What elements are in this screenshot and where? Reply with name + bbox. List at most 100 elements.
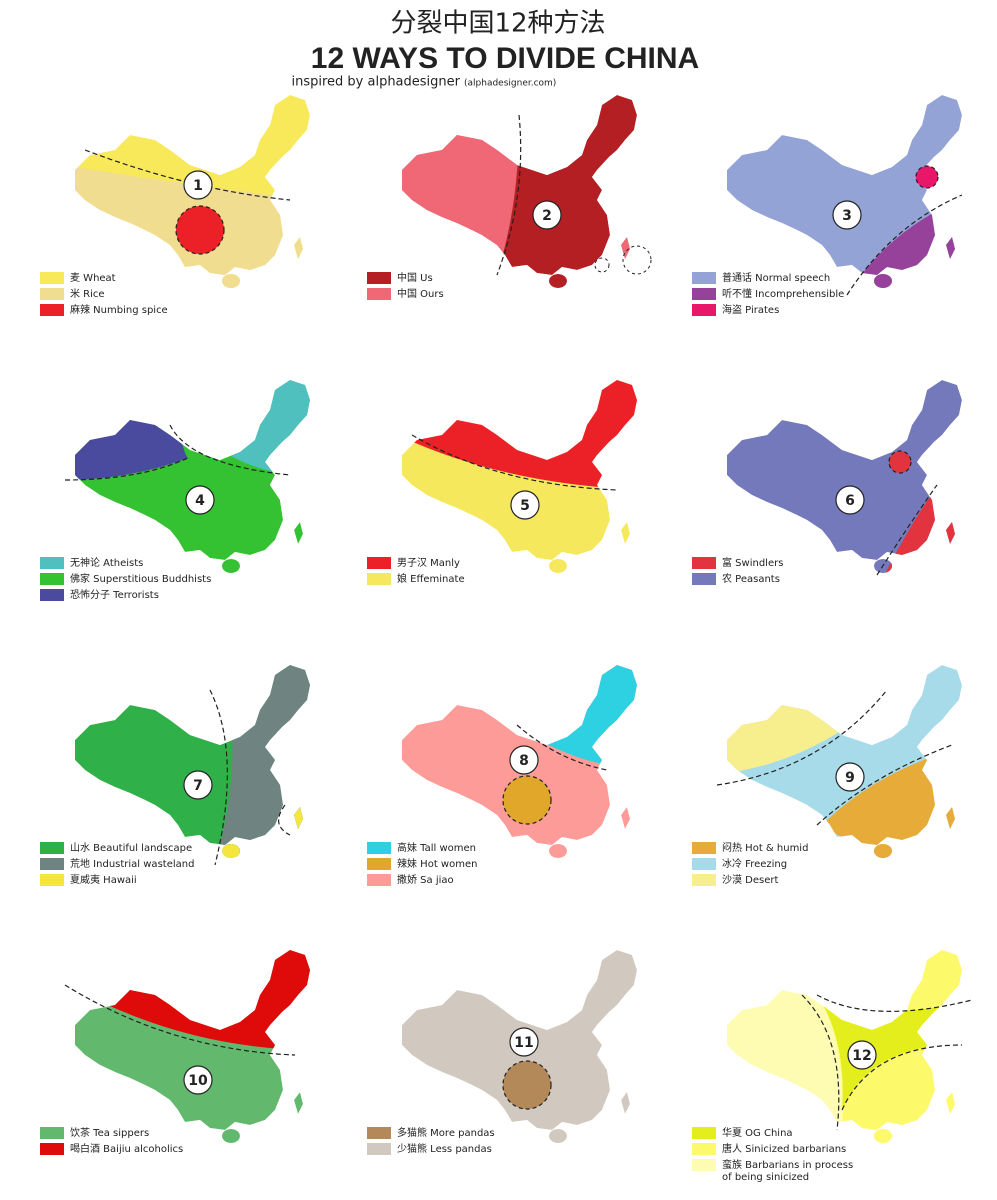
panel: 12 华夏 OG China 唐人 Sinicized barbarians 蛮族 B… bbox=[692, 950, 973, 1183]
subtitle-small: (alphadesigner.com) bbox=[464, 79, 556, 89]
divider bbox=[841, 1044, 963, 1111]
legend-swatch bbox=[692, 1143, 716, 1155]
legend-swatch bbox=[40, 842, 64, 854]
legend-label: 撒娇 Sa jiao bbox=[397, 873, 454, 886]
legend-swatch bbox=[40, 1127, 64, 1139]
panel: 3 普通话 Normal speech 听不懂 Incomprehensible 海盗… bbox=[692, 95, 963, 316]
legend-label: 中国 Us bbox=[397, 271, 433, 284]
legend-label: 富 Swindlers bbox=[722, 556, 783, 569]
legend-swatch bbox=[367, 557, 391, 569]
legend-swatch bbox=[692, 842, 716, 854]
panel: 8 高妹 Tall women 辣妹 Hot women 撒娇 Sa jiao bbox=[367, 665, 637, 886]
panel: 11 多猫熊 More pandas 少猫熊 Less pandas bbox=[367, 950, 637, 1155]
legend-label: 少猫熊 Less pandas bbox=[397, 1142, 492, 1155]
legend-label: 夏威夷 Hawaii bbox=[70, 873, 137, 886]
legend-swatch bbox=[367, 1127, 391, 1139]
badge bbox=[532, 200, 562, 230]
badge-number: 4 bbox=[195, 493, 205, 509]
legend-swatch bbox=[367, 1143, 391, 1155]
badge-number: 9 bbox=[845, 770, 855, 786]
legend-swatch bbox=[692, 874, 716, 886]
badge-number: 7 bbox=[193, 778, 203, 794]
badge-number: 2 bbox=[542, 208, 552, 224]
panel: 4 无神论 Atheists 佛家 Superstitious Buddhists 恐… bbox=[40, 380, 310, 601]
panel: 7 山水 Beautiful landscape 荒地 Industrial was… bbox=[40, 665, 310, 886]
panel: 6 富 Swindlers 农 Peasants bbox=[692, 380, 962, 585]
legend-swatch bbox=[692, 573, 716, 585]
badge bbox=[509, 1027, 539, 1057]
legend-label: 农 Peasants bbox=[722, 572, 780, 585]
legend-label: 米 Rice bbox=[70, 287, 105, 300]
map-region bbox=[75, 165, 310, 288]
divider bbox=[816, 994, 973, 1012]
legend-swatch bbox=[40, 272, 64, 284]
badge bbox=[185, 485, 215, 515]
legend-swatch bbox=[367, 874, 391, 886]
divider bbox=[816, 744, 953, 826]
badge-number: 6 bbox=[845, 493, 855, 509]
divider bbox=[169, 424, 291, 476]
map bbox=[75, 380, 310, 573]
map-region bbox=[294, 807, 303, 829]
divider bbox=[876, 484, 938, 576]
legend-label: 山水 Beautiful landscape bbox=[70, 842, 192, 854]
legend-swatch bbox=[40, 1143, 64, 1155]
panel: 10 饮茶 Tea sippers 喝白酒 Baijiu alcoholics bbox=[40, 950, 310, 1155]
legend-label: 恐怖分子 Terrorists bbox=[70, 588, 159, 601]
legend-swatch bbox=[367, 842, 391, 854]
badge-number: 3 bbox=[842, 208, 852, 224]
legend-swatch bbox=[692, 304, 716, 316]
map-region bbox=[402, 95, 519, 288]
map-region bbox=[220, 665, 310, 858]
badge bbox=[835, 485, 865, 515]
panel: 9 闷热 Hot & humid 冰冷 Freezing 沙漠 Desert bbox=[692, 665, 962, 886]
legend-swatch bbox=[692, 1127, 716, 1139]
region-circle bbox=[502, 1060, 552, 1110]
legend-label: 无神论 Atheists bbox=[70, 556, 143, 569]
badge-number: 8 bbox=[519, 753, 529, 769]
map bbox=[402, 95, 637, 288]
legend-swatch bbox=[40, 557, 64, 569]
legend-label: 闷热 Hot & humid bbox=[722, 841, 808, 854]
legend-label: 普通话 Normal speech bbox=[722, 271, 830, 284]
subtitle: inspired by alphadesigner bbox=[291, 75, 460, 90]
legend-swatch bbox=[367, 288, 391, 300]
panel: 2 中国 Us 中国 Ours bbox=[367, 95, 652, 300]
map-base bbox=[727, 95, 962, 288]
legend-label: 沙漠 Desert bbox=[722, 874, 779, 886]
divider bbox=[846, 194, 963, 296]
divider bbox=[64, 457, 189, 481]
divider bbox=[278, 804, 291, 836]
legend-swatch bbox=[367, 858, 391, 870]
badge-number: 1 bbox=[193, 178, 203, 194]
map-base bbox=[727, 380, 962, 573]
legend-label: 蛮族 Barbarians in process bbox=[722, 1158, 853, 1171]
region-circle bbox=[915, 165, 939, 189]
badge bbox=[832, 200, 862, 230]
legend-label: 冰冷 Freezing bbox=[722, 857, 787, 870]
map bbox=[402, 380, 637, 573]
badge-number: 5 bbox=[520, 498, 530, 514]
badge bbox=[183, 770, 213, 800]
region-circle bbox=[888, 450, 912, 474]
region-circle bbox=[502, 775, 552, 825]
legend-label: 麦 Wheat bbox=[70, 272, 116, 284]
divider bbox=[64, 984, 296, 1056]
legend-label: 辣妹 Hot women bbox=[397, 857, 477, 870]
title: 12 WAYS TO DIVIDE CHINA bbox=[311, 42, 699, 75]
divider bbox=[716, 689, 888, 786]
legend-label: 海盗 Pirates bbox=[722, 303, 779, 316]
legend-swatch bbox=[40, 304, 64, 316]
legend-swatch bbox=[40, 288, 64, 300]
legend-label: 佛家 Superstitious Buddhists bbox=[70, 572, 211, 585]
legend-label: 中国 Ours bbox=[397, 287, 444, 300]
legend-swatch bbox=[692, 858, 716, 870]
map-region bbox=[222, 844, 240, 858]
legend-label: 高妹 Tall women bbox=[397, 841, 476, 854]
region-circle bbox=[175, 205, 225, 255]
legend-label: 饮茶 Tea sippers bbox=[70, 1126, 149, 1139]
legend-label: 听不懂 Incomprehensible bbox=[722, 288, 844, 300]
dashed-circle bbox=[622, 245, 652, 275]
badge bbox=[183, 1065, 213, 1095]
